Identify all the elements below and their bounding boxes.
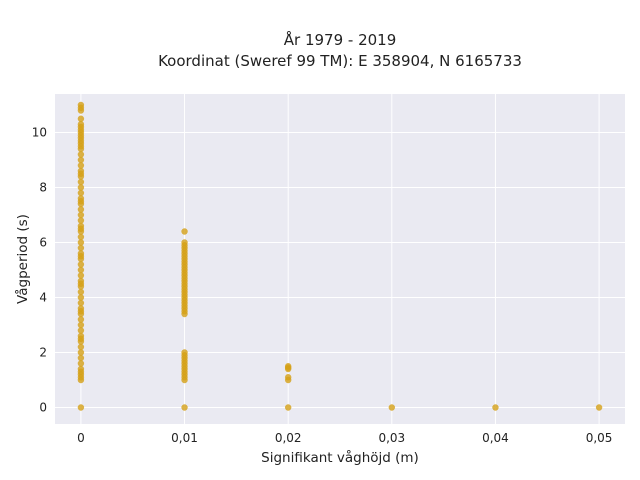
y-tick-label: 2 xyxy=(39,346,47,360)
data-point xyxy=(77,266,85,274)
x-tick-label: 0,02 xyxy=(275,431,302,445)
data-point xyxy=(77,354,85,362)
data-point xyxy=(77,156,85,164)
x-axis-label: Signifikant våghöjd (m) xyxy=(261,449,419,466)
data-point xyxy=(77,170,85,177)
data-point xyxy=(181,228,188,235)
data-point xyxy=(77,308,85,315)
data-point xyxy=(77,233,85,241)
x-tick-label: 0 xyxy=(77,431,85,445)
data-point xyxy=(77,321,85,329)
data-point xyxy=(77,198,85,205)
data-point xyxy=(388,404,396,411)
data-point xyxy=(77,121,85,128)
y-tick-label: 4 xyxy=(39,291,47,305)
data-point xyxy=(77,140,85,147)
data-point xyxy=(77,343,85,351)
data-point xyxy=(181,349,188,356)
plot-area xyxy=(55,94,625,424)
data-point xyxy=(77,151,85,158)
data-point xyxy=(77,101,85,109)
x-tick-label: 0,05 xyxy=(586,431,613,445)
y-tick-label: 6 xyxy=(39,236,47,250)
y-tick-labels: 0 2 4 6 8 10 xyxy=(32,126,47,415)
data-point xyxy=(77,211,85,219)
data-point xyxy=(77,184,85,191)
y-tick-label: 0 xyxy=(39,401,47,415)
x-tick-label: 0,04 xyxy=(482,431,509,445)
data-point xyxy=(77,239,85,246)
data-point xyxy=(77,178,85,186)
data-point xyxy=(77,404,85,411)
data-point xyxy=(181,404,188,411)
data-point xyxy=(77,225,85,232)
data-point xyxy=(284,404,292,411)
data-point xyxy=(77,288,85,296)
data-points xyxy=(77,101,603,411)
chart-title-line-1: År 1979 - 2019 xyxy=(284,30,397,49)
data-point xyxy=(77,206,85,213)
data-point xyxy=(181,239,188,246)
y-axis-label: Vågperiod (s) xyxy=(14,214,31,304)
data-point xyxy=(77,217,85,224)
data-point xyxy=(77,299,85,307)
data-point xyxy=(595,404,603,411)
data-point xyxy=(77,162,85,169)
data-point xyxy=(77,244,85,252)
data-point xyxy=(77,316,85,323)
data-point xyxy=(492,404,499,411)
chart-title-line-2: Koordinat (Sweref 99 TM): E 358904, N 61… xyxy=(158,52,522,70)
data-point xyxy=(77,349,85,356)
data-point xyxy=(77,272,85,279)
data-point xyxy=(77,115,85,122)
data-point xyxy=(77,374,85,381)
grid-lines xyxy=(55,94,625,424)
data-point xyxy=(284,363,292,370)
y-tick-label: 8 xyxy=(39,181,47,195)
x-tick-label: 0,01 xyxy=(171,431,198,445)
data-point xyxy=(77,368,85,375)
data-point xyxy=(77,327,85,334)
data-point xyxy=(77,280,85,287)
data-point xyxy=(77,253,85,260)
y-tick-label: 10 xyxy=(32,126,47,140)
x-tick-labels: 0 0,01 0,02 0,03 0,04 0,05 xyxy=(77,431,612,445)
data-point xyxy=(77,335,85,342)
data-point xyxy=(77,261,85,268)
data-point xyxy=(77,294,85,301)
x-tick-label: 0,03 xyxy=(378,431,405,445)
data-point xyxy=(284,374,292,381)
data-point xyxy=(77,360,85,367)
data-point xyxy=(77,189,85,197)
